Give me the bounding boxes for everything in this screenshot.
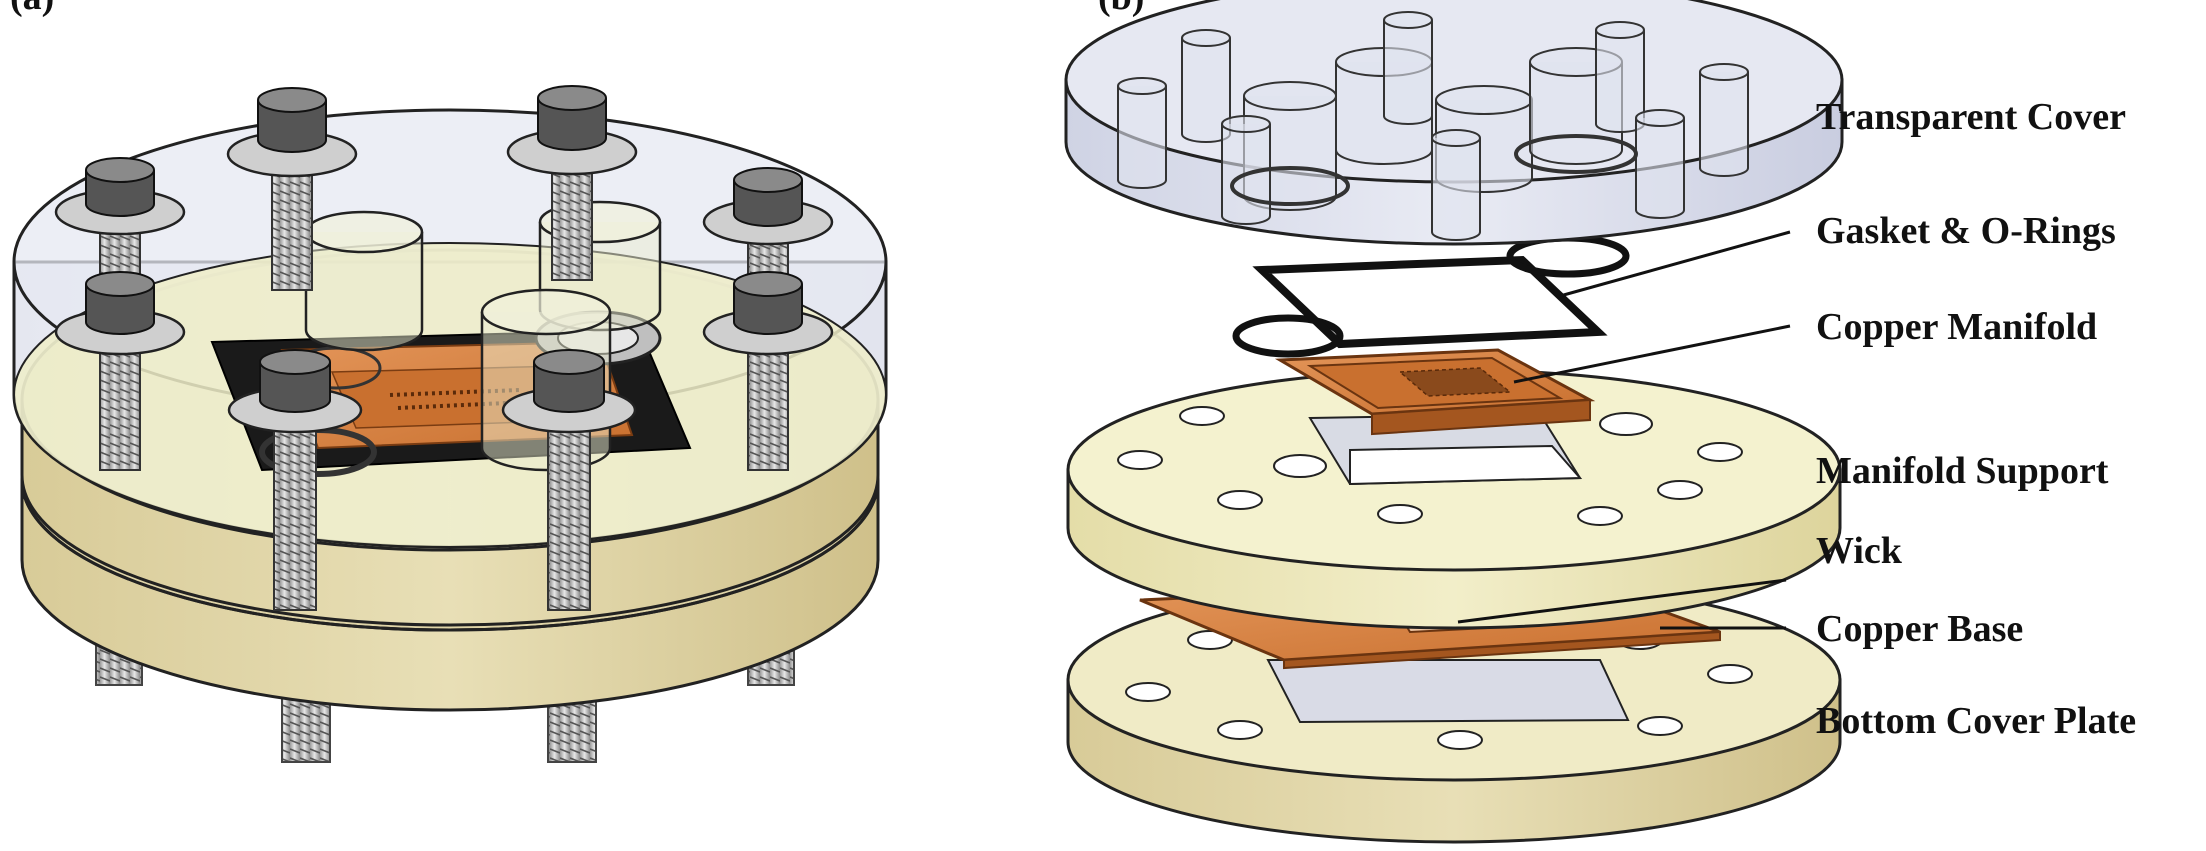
panel-b-tag: (b) bbox=[1098, 0, 1144, 16]
bolt-7 bbox=[227, 349, 363, 611]
leader-gasket bbox=[1559, 230, 1791, 298]
label-copper-base: Copper Base bbox=[1816, 608, 2024, 650]
exploded-view bbox=[1064, 0, 1844, 844]
bolt-6 bbox=[702, 271, 834, 471]
leader-manifold bbox=[1513, 324, 1791, 384]
bolt-5 bbox=[54, 271, 186, 471]
exploded-transparent-cover bbox=[1064, 0, 1844, 246]
assembled-bolts bbox=[54, 85, 834, 611]
label-gasket-orings: Gasket & O-Rings bbox=[1816, 210, 2116, 252]
leader-wick bbox=[1457, 578, 1787, 624]
label-copper-manifold: Copper Manifold bbox=[1816, 306, 2098, 348]
assembled-view bbox=[12, 85, 888, 763]
panel-a-tag: (a) bbox=[10, 0, 54, 16]
exploded-gasket-orings bbox=[1232, 234, 1630, 358]
label-manifold-support: Manifold Support bbox=[1816, 450, 2109, 492]
bolt-3 bbox=[506, 85, 638, 281]
exploded-copper-manifold bbox=[1274, 348, 1596, 436]
bolt-2 bbox=[226, 87, 358, 291]
label-bottom-cover-plate: Bottom Cover Plate bbox=[1816, 700, 2137, 742]
label-wick: Wick bbox=[1816, 530, 1902, 572]
exploded-manifold-support bbox=[1066, 368, 1842, 630]
bolt-8 bbox=[501, 349, 637, 611]
label-transparent-cover: Transparent Cover bbox=[1816, 96, 2126, 138]
assembled-transparent-cover bbox=[12, 108, 888, 549]
leader-lines bbox=[1457, 230, 1791, 630]
